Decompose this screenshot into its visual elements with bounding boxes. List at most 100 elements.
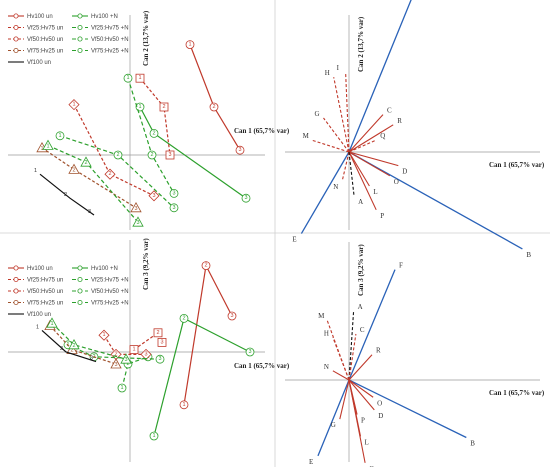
point-label-vf25-hv75-n: 2	[150, 152, 153, 158]
series-line-vf100-un	[41, 329, 97, 363]
point-marker-hv100-n	[149, 128, 159, 138]
legend-marker-vf75-hv25-un	[13, 48, 19, 54]
vector-label-e: E	[309, 458, 313, 466]
legend: Hv100 un Hv100 +N Vf25:Hv75 un Vf25:Hv75 +N…	[8, 13, 129, 66]
point-marker-vf75-hv25-n	[132, 216, 144, 227]
point-marker-vf50-hv50-n	[155, 354, 165, 364]
vector-label-g: G	[315, 110, 320, 118]
point-label-vf50-hv50-un: 3	[144, 351, 147, 357]
vector-label-m: M	[318, 312, 325, 320]
point-label-vf75-hv25-un: 2	[70, 348, 73, 354]
vector-label-d: D	[378, 412, 383, 420]
series-line-vf25-hv75-n	[121, 356, 149, 389]
point-marker-hv100-un	[227, 311, 237, 321]
vector-layer: F B E A C M H R N OD P G L Q	[309, 262, 475, 467]
point-label-vf25-hv75-n: 2	[126, 361, 129, 367]
point-label-vf50-hv50-un: 2	[114, 351, 117, 357]
panel-scores-can1-can3: Can 1 (65,7% var) Can 3 (9,2% var) Hv100…	[8, 238, 290, 462]
point-marker-vf75-hv25-un	[68, 163, 80, 174]
legend-marker-vf25-hv75-un	[13, 24, 19, 30]
vector-label-m: M	[303, 132, 310, 140]
point-label-vf75-hv25-n: 3	[124, 357, 127, 363]
vector-label-o: O	[377, 399, 382, 407]
vector-i	[345, 72, 350, 153]
legend-label-vf75-hv25-n: Vf75:Hv25 +N	[91, 49, 129, 55]
legend-label-hv100-un: Hv100 un	[27, 266, 53, 272]
legend-marker-hv100-un	[13, 265, 19, 271]
point-marker-vf50-hv50-n	[55, 131, 65, 141]
vector-label-b: B	[526, 251, 531, 259]
legend-label-vf100-un: Vf100 un	[27, 60, 51, 66]
point-marker-vf25-hv75-n	[169, 188, 179, 198]
legend-label-vf100-un: Vf100 un	[27, 312, 51, 318]
panel-scores-can1-can2: Can 1 (65,7% var) Can 2 (13,7% var) Hv10…	[8, 10, 290, 230]
y-axis-label: Can 3 (9,2% var)	[357, 244, 365, 296]
point-label-vf50-hv50-un: 2	[108, 171, 111, 177]
point-label-vf25-hv75-un: 3	[168, 152, 171, 158]
vector-label-a: A	[358, 198, 363, 206]
point-marker-hv100-n	[245, 347, 255, 357]
vector-label-q: Q	[369, 465, 374, 467]
point-marker-vf75-hv25-n	[120, 353, 132, 364]
legend-label-vf75-hv25-n: Vf75:Hv25 +N	[91, 301, 129, 307]
series-layer: 1 2 3 1 2 3 1 2 3 1 2 3 1 2 3 1 2 3 1 2 3 1 2 3 1 2 3	[34, 40, 251, 227]
point-marker-vf75-hv25-n	[80, 156, 92, 167]
vector-layer: FBEIHGMCRQDONLPA	[292, 0, 531, 259]
legend-marker-hv100-un	[13, 13, 19, 19]
vector-r	[348, 354, 373, 381]
legend-label-vf50-hv50-un: Vf50:Hv50 un	[27, 289, 63, 295]
point-label-hv100-n: 1	[138, 104, 141, 110]
vector-label-h: H	[325, 69, 330, 77]
series-line-vf75-hv25-n	[51, 322, 127, 360]
vector-label-d: D	[402, 168, 407, 176]
point-label-vf25-hv75-un: 1	[132, 347, 135, 353]
vector-l	[348, 151, 370, 187]
vector-g	[323, 117, 350, 153]
series-line-vf100-un	[39, 173, 95, 216]
point-label-vf50-hv50-n: 1	[58, 133, 61, 139]
point-label-vf75-hv25-un: 1	[40, 146, 43, 152]
legend-label-vf75-hv25-un: Vf75:Hv25 un	[27, 301, 63, 307]
vector-m	[311, 139, 350, 153]
vector-b	[348, 379, 467, 439]
y-axis-label: Can 2 (13,7% var)	[142, 10, 150, 66]
vector-a	[348, 151, 355, 197]
vector-label-p: P	[380, 212, 384, 220]
legend: Hv100 un Hv100 +N Vf25:Hv75 un Vf25:Hv75 +N…	[8, 265, 129, 318]
vector-g	[339, 379, 350, 420]
legend-label-hv100-n: Hv100 +N	[91, 14, 118, 20]
point-marker-hv100-n	[179, 313, 189, 323]
point-marker-hv100-un	[185, 40, 195, 49]
point-label-vf100-un: 3	[88, 209, 91, 215]
vector-label-r: R	[397, 117, 402, 125]
point-marker-vf50-hv50-n	[113, 150, 123, 160]
vector-c	[348, 333, 357, 381]
point-marker-vf50-hv50-n	[169, 203, 179, 213]
legend-label-hv100-un: Hv100 un	[27, 14, 53, 20]
point-label-vf50-hv50-n: 3	[158, 356, 161, 362]
vector-label-c: C	[360, 326, 365, 334]
point-label-vf75-hv25-un: 2	[72, 167, 75, 173]
point-label-hv100-n: 2	[182, 315, 185, 321]
point-marker-vf25-hv75-un	[159, 102, 169, 112]
vector-label-h: H	[324, 329, 329, 337]
x-axis-label: Can 1 (65,7% var)	[489, 389, 545, 397]
point-label-vf75-hv25-n: 1	[50, 321, 53, 327]
vector-b	[348, 151, 523, 250]
x-axis-label: Can 1 (65,7% var)	[234, 127, 290, 135]
point-marker-hv100-n	[149, 431, 159, 441]
point-label-hv100-un: 3	[230, 313, 233, 319]
point-marker-hv100-n	[241, 193, 251, 203]
point-label-vf75-hv25-un: 3	[134, 206, 137, 212]
series-line-vf75-hv25-un	[41, 147, 137, 209]
point-marker-hv100-n	[135, 102, 145, 112]
legend-marker-vf50-hv50-n	[77, 36, 83, 42]
vector-n	[332, 370, 350, 381]
point-marker-vf50-hv50-un	[140, 348, 152, 360]
legend-label-vf25-hv75-un: Vf25:Hv75 un	[27, 278, 63, 284]
point-label-vf100-un: 1	[34, 168, 37, 174]
vector-label-o: O	[394, 178, 399, 186]
point-label-vf75-hv25-n: 2	[84, 160, 87, 166]
point-label-hv100-n: 1	[152, 433, 155, 439]
y-axis-label: Can 2 (13,7% var)	[357, 16, 365, 72]
